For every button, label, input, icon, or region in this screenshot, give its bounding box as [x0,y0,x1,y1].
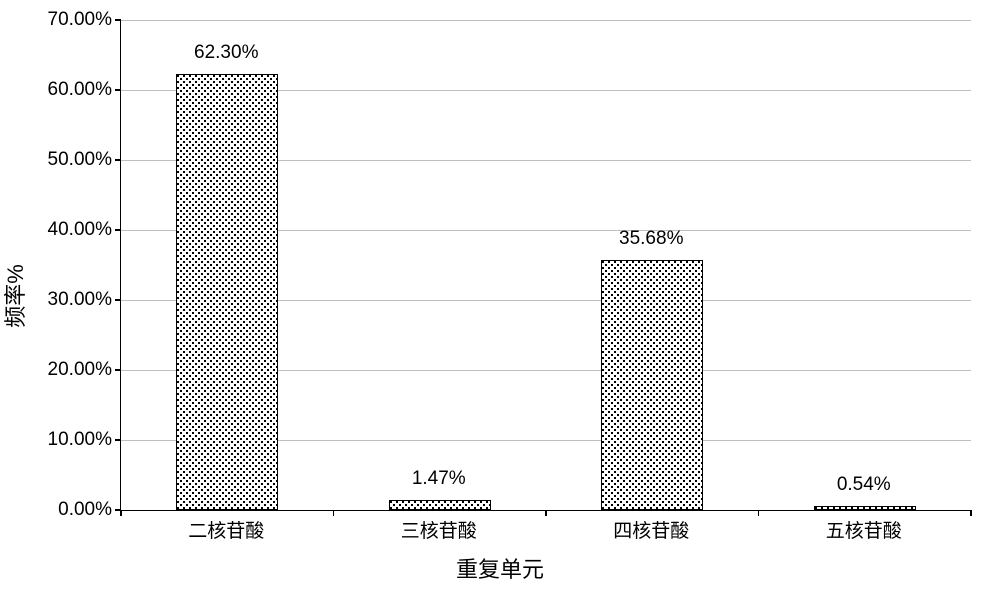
bar [814,506,916,510]
bar-fill [177,75,277,509]
y-tick-mark [115,89,121,91]
x-tick-label: 二核苷酸 [188,516,264,543]
bar-value-label: 62.30% [194,42,258,64]
bar-fill [815,507,915,509]
y-tick-label: 0.00% [58,499,112,521]
x-tick-label: 四核苷酸 [613,516,689,543]
bar-value-label: 1.47% [412,468,466,490]
y-tick-label: 30.00% [48,289,112,311]
y-tick-label: 10.00% [48,429,112,451]
x-tick-mark [758,510,760,516]
y-tick-mark [115,299,121,301]
x-tick-label: 五核苷酸 [826,516,902,543]
bar-value-label: 0.54% [837,474,891,496]
bar-fill [390,501,490,509]
plot-area [120,20,971,511]
x-tick-label: 三核苷酸 [401,516,477,543]
gridline [121,20,971,21]
y-tick-label: 40.00% [48,219,112,241]
x-tick-mark [545,510,547,516]
bar [389,500,491,510]
x-axis-title: 重复单元 [456,552,544,584]
y-tick-mark [115,439,121,441]
x-tick-mark [120,510,122,516]
x-tick-mark [333,510,335,516]
y-tick-label: 50.00% [48,149,112,171]
y-tick-mark [115,369,121,371]
x-tick-mark [970,510,972,516]
y-tick-label: 60.00% [48,79,112,101]
bar-fill [602,261,702,509]
chart-container: 频率% 重复单元 0.00% 10.00% 20.00% 30.00% 40.00% 50… [0,0,1000,592]
y-tick-mark [115,229,121,231]
y-axis-title: 频率% [0,264,30,328]
y-tick-mark [115,19,121,21]
bar-value-label: 35.68% [619,228,683,250]
bar [176,74,278,510]
bar [601,260,703,510]
y-tick-label: 70.00% [48,9,112,31]
y-tick-mark [115,159,121,161]
y-tick-label: 20.00% [48,359,112,381]
